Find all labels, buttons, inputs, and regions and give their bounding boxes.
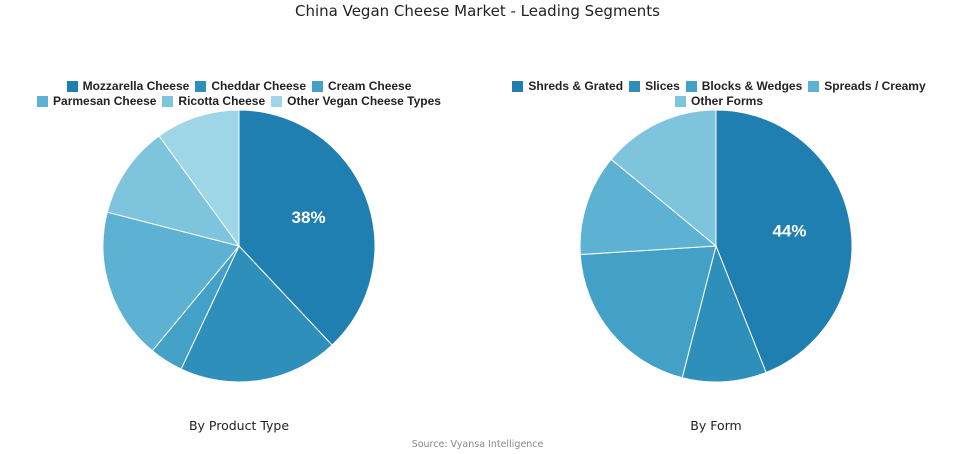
pie-slice [681,244,767,383]
pie-slice [610,109,717,248]
pie-chart-product-type: 38% [102,109,376,383]
legend-label: Other Forms [690,94,763,108]
legend-item: Shreds & Grated [512,79,623,93]
legend-swatch [685,80,697,92]
legend-item: Cream Cheese [312,79,411,93]
pie-slice [238,109,376,346]
pie-slice [715,109,853,374]
legend-label: Ricotta Cheese [178,94,266,108]
legend-swatch [195,80,207,92]
legend-swatch [37,95,49,107]
chart-title: China Vegan Cheese Market - Leading Segm… [294,2,660,20]
legend-item: Ricotta Cheese [162,94,265,108]
legend-swatch [629,80,641,92]
legend-item: Spreads / Creamy [808,79,926,93]
slice-value-label: 38% [292,208,326,227]
legend-label: Blocks & Wedges [701,79,803,93]
pie-slice [579,245,717,379]
legend-label: Cream Cheese [328,79,412,93]
legend-product-type: Mozzarella Cheese Cheddar Cheese Cream Che… [4,79,474,108]
legend-form: Shreds & Grated Slices Blocks & Wedges Spre… [484,79,954,108]
pie-slice [180,245,333,383]
legend-swatch [674,95,686,107]
legend-label: Parmesan Cheese [53,94,157,108]
legend-label: Spreads / Creamy [824,79,926,93]
legend-item: Slices [629,79,680,93]
legend-item: Other Vegan Cheese Types [271,94,441,108]
legend-label: Cheddar Cheese [211,79,307,93]
legend-swatch [66,80,78,92]
legend-label: Other Vegan Cheese Types [287,94,441,108]
legend-swatch [808,80,820,92]
legend-swatch [162,95,174,107]
pie-slice [579,158,718,256]
legend-item: Parmesan Cheese [37,94,156,108]
pie-chart-form: 44% [579,109,853,383]
slice-value-label: 44% [772,221,806,240]
pie-slice [106,135,241,247]
legend-item: Mozzarella Cheese [66,79,190,93]
pie-slice [158,109,240,248]
pie-slice [102,211,240,352]
legend-label: Slices [645,79,680,93]
legend-item: Blocks & Wedges [685,79,803,93]
subtitle-product-type: By Product Type [188,418,290,433]
legend-label: Mozzarella Cheese [82,79,190,93]
legend-label: Shreds & Grated [528,79,624,93]
legend-item: Other Forms [674,94,763,108]
subtitle-form: By Form [690,418,742,433]
legend-swatch [271,95,283,107]
legend-item: Cheddar Cheese [195,79,306,93]
legend-swatch [512,80,524,92]
legend-swatch [312,80,324,92]
source-note: Source: Vyansa Intelligence [411,439,544,450]
